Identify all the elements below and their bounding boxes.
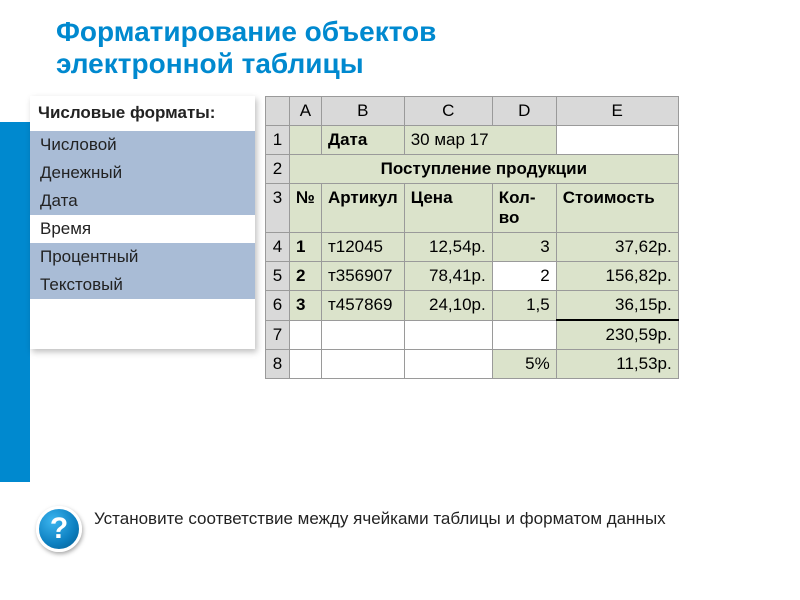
col-header[interactable]: D — [492, 97, 556, 126]
cell[interactable]: 3 — [290, 291, 322, 321]
hint-row: ? Установите соответствие между ячейками… — [36, 506, 766, 552]
cell[interactable]: № — [290, 184, 322, 233]
table-row: 7 230,59р. — [266, 320, 679, 350]
cell[interactable]: 30 мар 17 — [404, 126, 556, 155]
col-header[interactable]: C — [404, 97, 492, 126]
cell[interactable]: 1,5 — [492, 291, 556, 321]
cell[interactable]: т457869 — [321, 291, 404, 321]
format-item[interactable]: Числовой — [30, 131, 255, 159]
cell[interactable]: 78,41р. — [404, 262, 492, 291]
table-row: 4 1 т12045 12,54р. 3 37,62р. — [266, 233, 679, 262]
spreadsheet: A B C D E 1 Дата 30 мар 17 2 Поступление… — [265, 96, 679, 379]
cell[interactable] — [556, 126, 678, 155]
formats-heading: Числовые форматы: — [30, 96, 255, 131]
cell[interactable]: Стоимость — [556, 184, 678, 233]
format-item[interactable]: Дата — [30, 187, 255, 215]
cell[interactable] — [290, 320, 322, 350]
cell[interactable]: 36,15р. — [556, 291, 678, 321]
cell[interactable]: 5% — [492, 350, 556, 379]
hint-text: Установите соответствие между ячейками т… — [94, 506, 666, 529]
row-header[interactable]: 2 — [266, 155, 290, 184]
table-row: 5 2 т356907 78,41р. 2 156,82р. — [266, 262, 679, 291]
cell[interactable] — [290, 350, 322, 379]
row-header[interactable]: 7 — [266, 320, 290, 350]
cell[interactable] — [290, 126, 322, 155]
table-row: 8 5% 11,53р. — [266, 350, 679, 379]
row-header[interactable]: 3 — [266, 184, 290, 233]
cell[interactable]: Артикул — [321, 184, 404, 233]
page-title: Форматирование объектов электронной табл… — [56, 16, 576, 80]
table-row: 1 Дата 30 мар 17 — [266, 126, 679, 155]
cell[interactable]: 37,62р. — [556, 233, 678, 262]
cell[interactable]: Дата — [321, 126, 404, 155]
cell-merged-title[interactable]: Поступление продукции — [290, 155, 679, 184]
cell[interactable]: 230,59р. — [556, 320, 678, 350]
cell[interactable]: т12045 — [321, 233, 404, 262]
col-header[interactable]: E — [556, 97, 678, 126]
format-item[interactable]: Денежный — [30, 159, 255, 187]
row-header[interactable]: 6 — [266, 291, 290, 321]
cell[interactable]: 3 — [492, 233, 556, 262]
cell[interactable]: 24,10р. — [404, 291, 492, 321]
cell[interactable] — [492, 320, 556, 350]
cell[interactable]: 156,82р. — [556, 262, 678, 291]
cell[interactable]: 2 — [492, 262, 556, 291]
row-header[interactable]: 1 — [266, 126, 290, 155]
col-header-row: A B C D E — [266, 97, 679, 126]
format-item[interactable]: Текстовый — [30, 271, 255, 299]
row-header[interactable]: 5 — [266, 262, 290, 291]
cell[interactable]: т356907 — [321, 262, 404, 291]
question-icon: ? — [36, 506, 82, 552]
table-row: 2 Поступление продукции — [266, 155, 679, 184]
cell[interactable]: Кол-во — [492, 184, 556, 233]
cell[interactable]: 1 — [290, 233, 322, 262]
cell[interactable] — [404, 350, 492, 379]
cell[interactable] — [321, 320, 404, 350]
cell[interactable] — [404, 320, 492, 350]
row-header[interactable]: 8 — [266, 350, 290, 379]
accent-bar — [0, 122, 30, 482]
row-header[interactable]: 4 — [266, 233, 290, 262]
corner-cell[interactable] — [266, 97, 290, 126]
format-item[interactable]: Время — [30, 215, 255, 243]
cell[interactable]: 12,54р. — [404, 233, 492, 262]
formats-panel: Числовые форматы: Числовой Денежный Дата… — [30, 96, 255, 349]
col-header[interactable]: A — [290, 97, 322, 126]
cell[interactable]: 2 — [290, 262, 322, 291]
table-row: 3 № Артикул Цена Кол-во Стоимость — [266, 184, 679, 233]
table-row: 6 3 т457869 24,10р. 1,5 36,15р. — [266, 291, 679, 321]
col-header[interactable]: B — [321, 97, 404, 126]
cell[interactable] — [321, 350, 404, 379]
cell[interactable]: 11,53р. — [556, 350, 678, 379]
cell[interactable]: Цена — [404, 184, 492, 233]
format-item[interactable]: Процентный — [30, 243, 255, 271]
